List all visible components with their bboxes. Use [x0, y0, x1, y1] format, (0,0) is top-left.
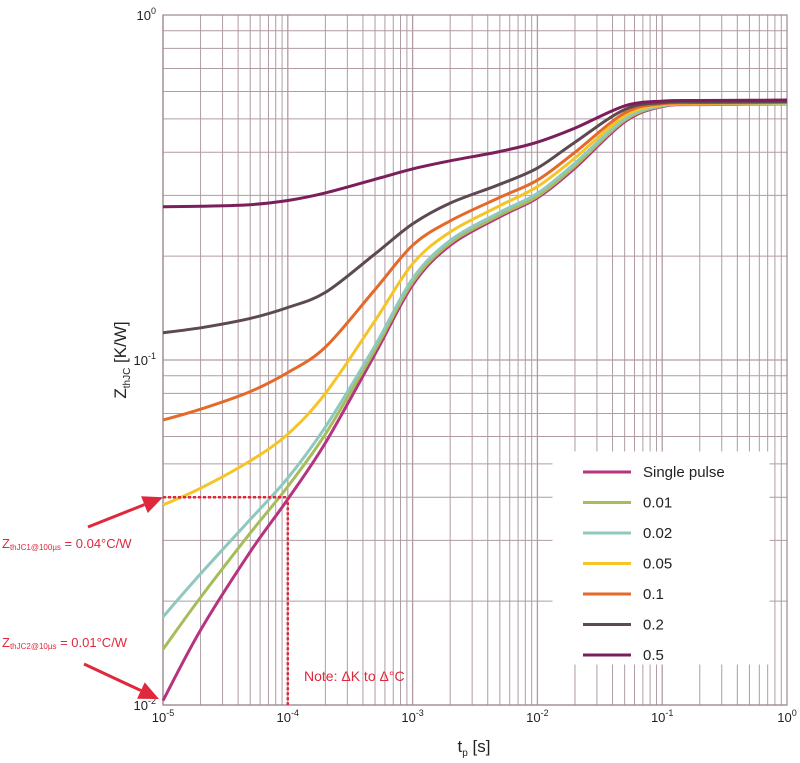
y-tick-label: 10-2: [134, 696, 156, 713]
x-tick-label: 10-5: [152, 708, 174, 725]
x-tick-label: 10-2: [526, 708, 548, 725]
annotation-note: Note: ΔK to Δ°C: [304, 668, 405, 684]
x-tick-label: 100: [777, 708, 796, 725]
y-axis-title: ZthJC [K/W]: [111, 321, 133, 398]
arrow-zth2-shaft: [83, 662, 142, 692]
annotation-zth2: ZthJC2@10µs = 0.01°C/W: [2, 635, 128, 651]
plot-border: [162, 14, 788, 706]
arrow-zth1-shaft: [87, 503, 145, 529]
series-line-4: [162, 100, 788, 422]
arrow-zth2-head: [137, 682, 159, 699]
legend: Single pulse 0.01 0.02 0.05 0.1 0.2 0.5: [552, 451, 770, 665]
y-tick-label: 10-1: [134, 351, 156, 368]
tick-labels: 10-5 10-4 10-3 10-2 10-1 100 10-2 10-1 100: [134, 6, 797, 725]
plot-frame: [162, 14, 788, 706]
arrow-zth1-head: [141, 496, 163, 514]
series-lines: [161, 98, 788, 702]
x-tick-label: 10-1: [651, 708, 673, 725]
x-tick-label: 10-3: [401, 708, 423, 725]
legend-label: 0.1: [643, 586, 664, 603]
annotation-marks: [83, 496, 290, 705]
annotation-zth1: ZthJC1@100µs = 0.04°C/W: [2, 536, 132, 552]
x-axis-title: tp [s]: [458, 737, 491, 759]
series-line-6: [162, 98, 788, 209]
legend-label: 0.2: [643, 617, 664, 634]
legend-label: 0.5: [643, 647, 664, 664]
series-line-3: [162, 101, 788, 507]
legend-label: Single pulse: [643, 464, 725, 481]
x-tick-label: 10-4: [277, 708, 299, 725]
y-tick-label: 100: [137, 6, 156, 23]
legend-label: 0.02: [643, 525, 672, 542]
legend-label: 0.01: [643, 495, 672, 512]
legend-label: 0.05: [643, 556, 672, 573]
legend-background: [553, 452, 769, 664]
legend-entries: Single pulse 0.01 0.02 0.05 0.1 0.2 0.5: [553, 452, 769, 664]
